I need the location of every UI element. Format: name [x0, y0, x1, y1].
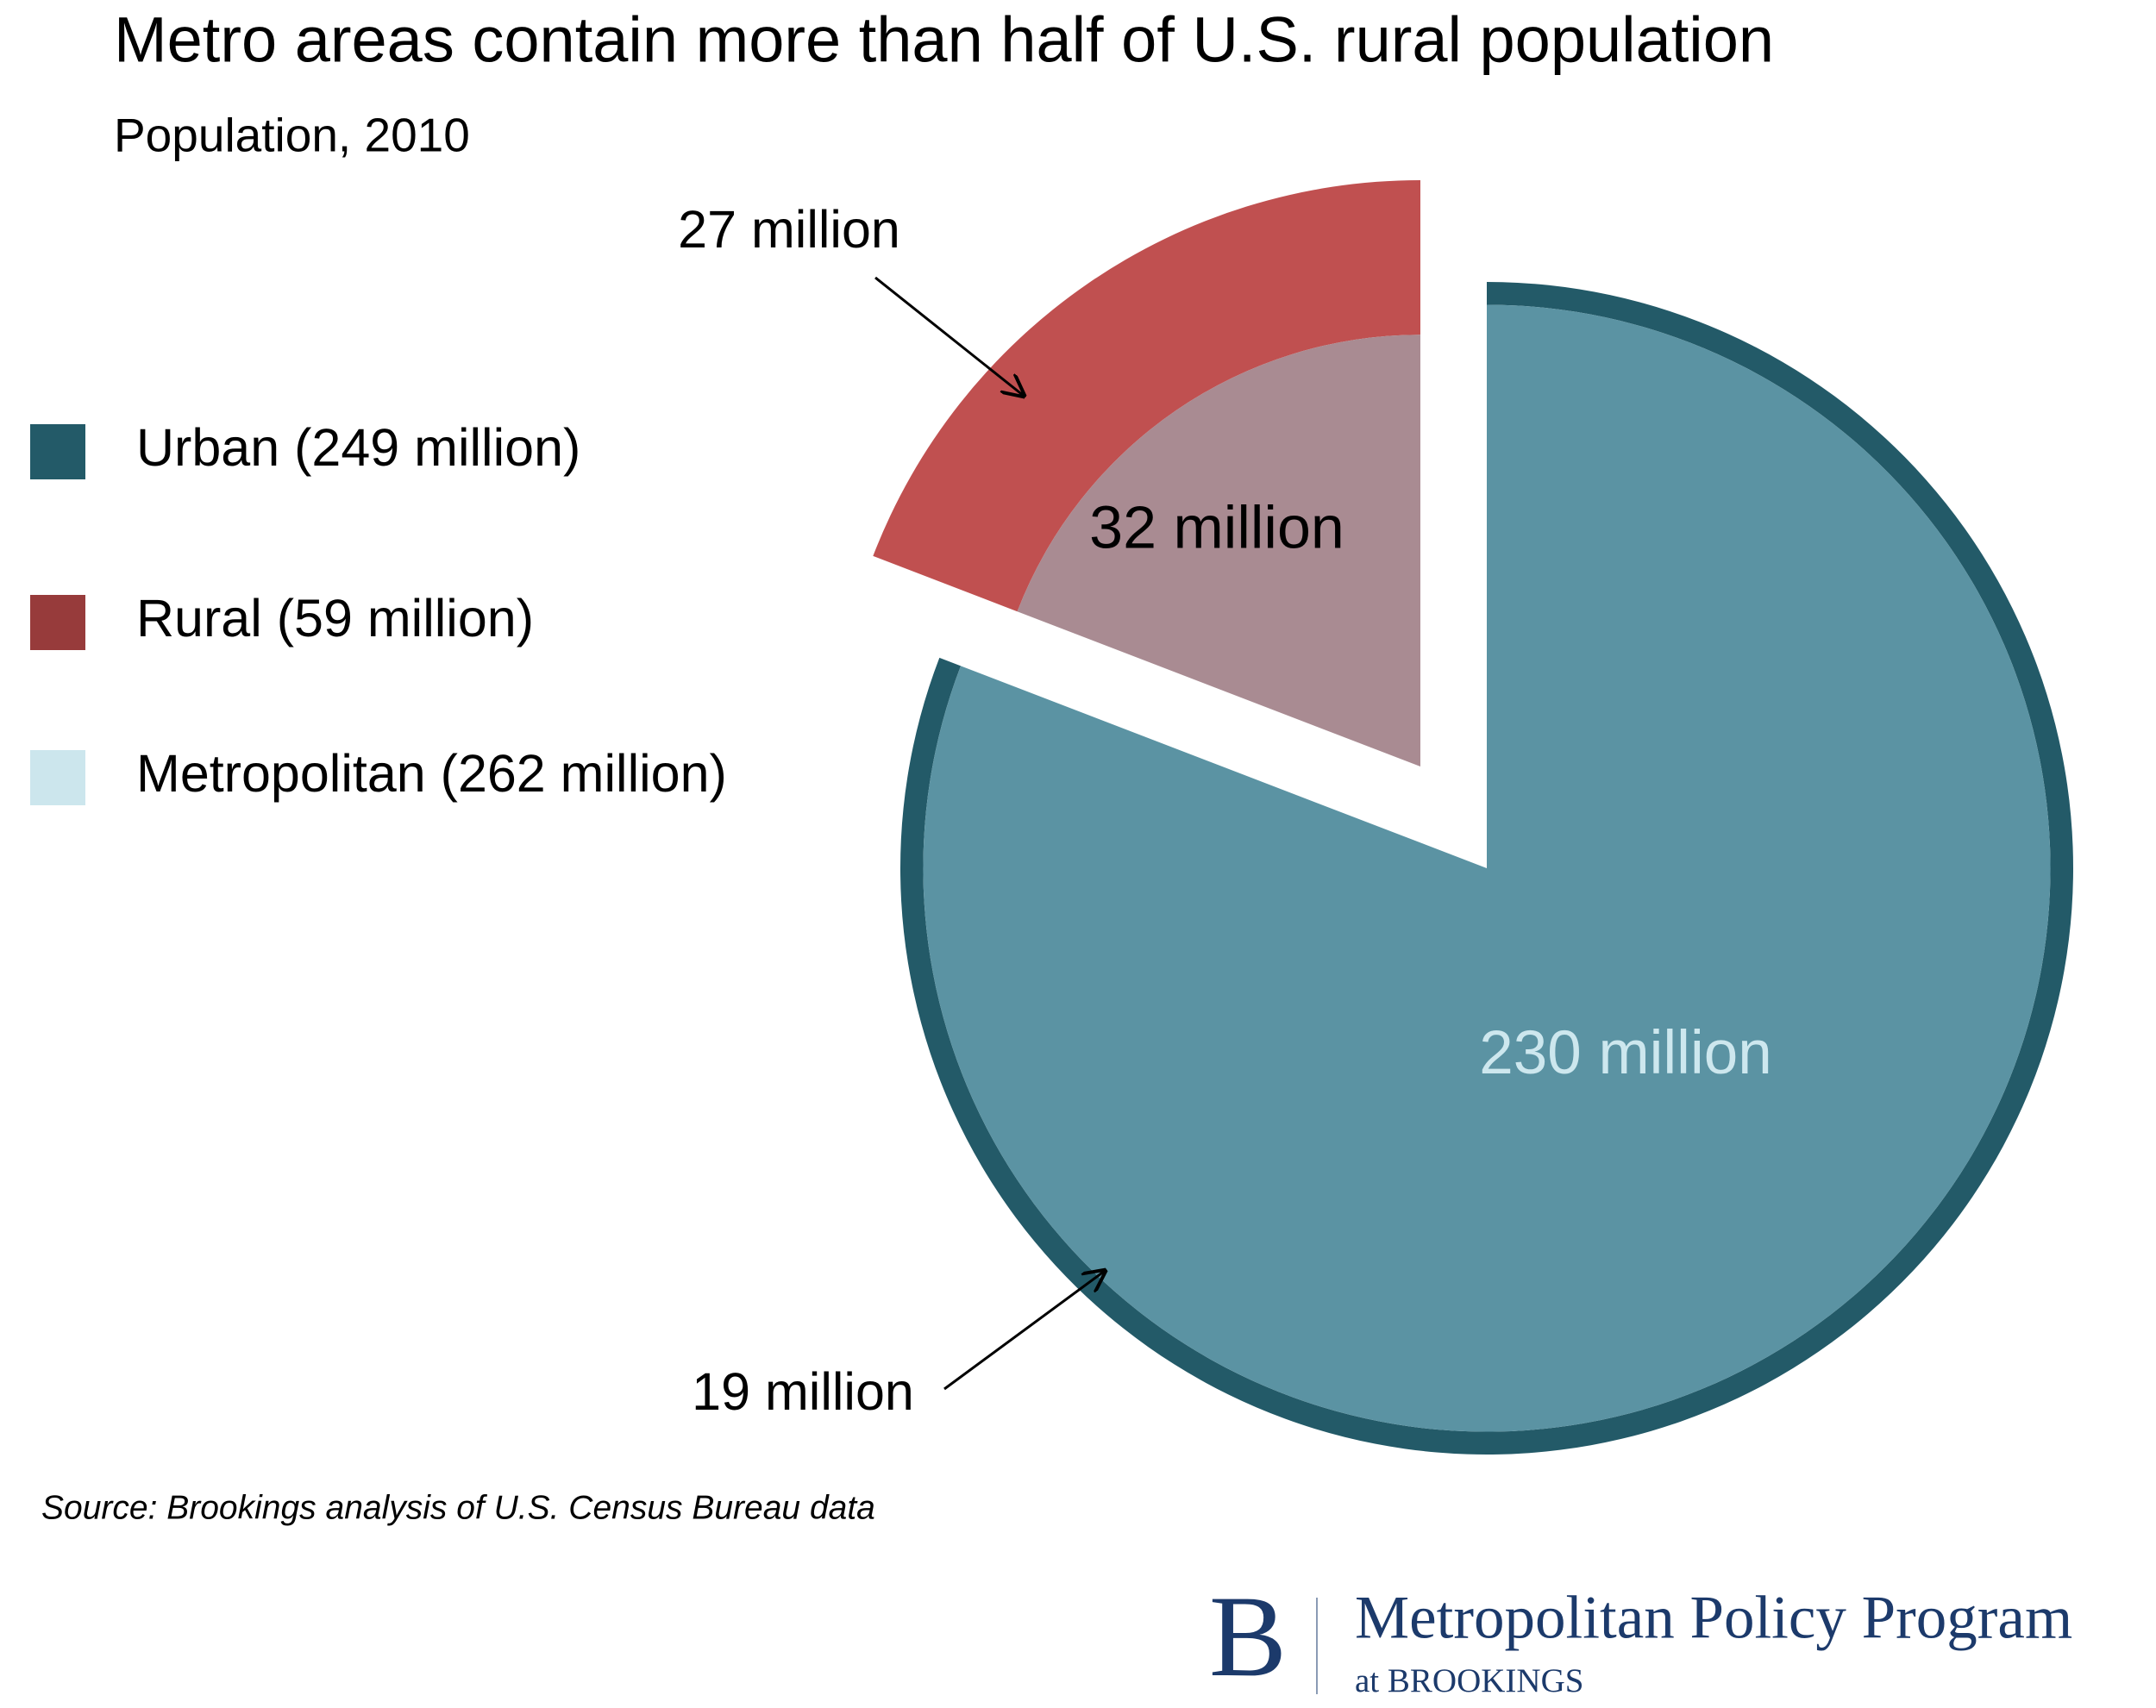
legend-swatch [30, 424, 85, 479]
org-name: at BROOKINGS [1355, 1662, 1583, 1699]
chart-title: Metro areas contain more than half of U.… [114, 4, 1774, 76]
legend-swatch [30, 750, 85, 805]
pie [873, 180, 2073, 1455]
data-label: 19 million [692, 1362, 914, 1421]
chart-subtitle: Population, 2010 [114, 109, 470, 162]
legend: Urban (249 million) Rural (59 million) Met… [30, 418, 727, 805]
pie-ring [873, 180, 1420, 612]
source: Source: Brookings analysis of U.S. Censu… [41, 1489, 875, 1526]
arrow [943, 1271, 1105, 1391]
pie-slice [1017, 335, 1420, 766]
legend-swatch [30, 595, 85, 650]
data-label: 27 million [678, 200, 900, 259]
arrow [874, 276, 1024, 396]
data-label: 32 million [1089, 493, 1344, 560]
legend-label: Urban (249 million) [136, 418, 580, 477]
data-label: 230 million [1479, 1019, 1771, 1087]
legend-label: Metropolitan (262 million) [136, 744, 727, 803]
logo-letter: B [1209, 1573, 1287, 1701]
legend-label: Rural (59 million) [136, 589, 534, 648]
program-name: Metropolitan Policy Program [1355, 1584, 2072, 1651]
pie-slice [923, 304, 2051, 1432]
